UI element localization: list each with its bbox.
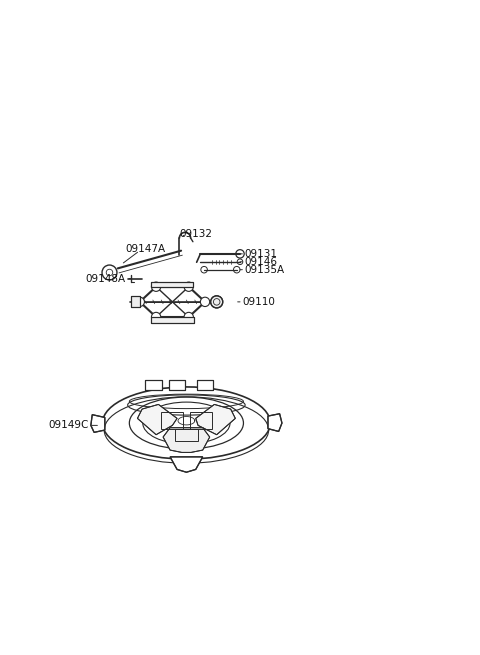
Bar [197, 380, 214, 390]
Bar [190, 413, 212, 428]
Text: 09135A: 09135A [245, 265, 285, 274]
Text: 09132: 09132 [180, 229, 213, 239]
Bar [151, 282, 193, 287]
Text: 09148A: 09148A [85, 274, 126, 284]
Polygon shape [163, 428, 210, 453]
Bar [168, 380, 185, 390]
Bar [145, 380, 162, 390]
Bar [132, 296, 140, 307]
Bar [151, 317, 194, 323]
Polygon shape [268, 414, 282, 432]
Bar [197, 380, 214, 390]
Bar [145, 380, 162, 390]
Circle shape [211, 296, 223, 308]
Circle shape [184, 312, 193, 322]
Circle shape [135, 297, 144, 307]
Ellipse shape [100, 375, 273, 471]
Bar [151, 317, 194, 323]
Text: 09146: 09146 [245, 257, 277, 267]
Bar [132, 296, 140, 307]
Circle shape [151, 282, 161, 291]
Bar [175, 429, 198, 441]
Polygon shape [91, 415, 105, 432]
Circle shape [200, 297, 210, 307]
Polygon shape [170, 457, 203, 472]
Text: 09131: 09131 [245, 249, 277, 259]
Bar [168, 380, 185, 390]
Circle shape [184, 282, 193, 291]
Text: 09149C: 09149C [48, 421, 88, 430]
Polygon shape [137, 404, 177, 435]
Text: 09147A: 09147A [126, 244, 166, 254]
Bar [151, 282, 193, 287]
Circle shape [151, 312, 161, 322]
Polygon shape [196, 404, 235, 435]
Bar [161, 413, 183, 428]
Text: 09110: 09110 [242, 297, 275, 307]
